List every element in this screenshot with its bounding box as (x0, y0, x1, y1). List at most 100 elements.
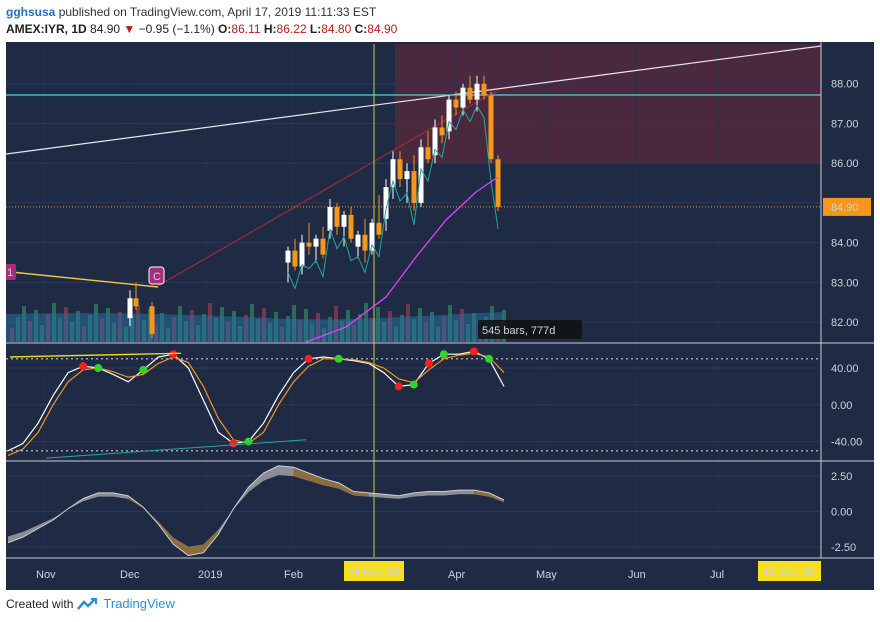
fast-moving-average (287, 104, 499, 290)
candle-body (320, 238, 326, 255)
candle-body (425, 147, 431, 160)
price-tag-label: 84.90 (831, 202, 859, 214)
candle-body (341, 214, 347, 227)
price-tick-label: 82.00 (831, 317, 859, 329)
candle-body (292, 250, 298, 267)
candle-body (495, 159, 501, 207)
low-value: 84.80 (321, 22, 352, 36)
candle-body (467, 87, 473, 100)
stoch-tick-label: -40.00 (831, 437, 862, 449)
stoch-trend-line[interactable] (9, 352, 182, 358)
footer: Created with TradingView (6, 596, 175, 611)
candle-body (390, 159, 396, 188)
projection-line[interactable] (155, 89, 499, 288)
crossover-dot (229, 439, 238, 448)
candle-body (348, 214, 354, 239)
candle-body (418, 147, 424, 203)
price-tick-label: 84.00 (831, 238, 859, 250)
time-tick-label: Dec (120, 569, 140, 581)
bars-range-box (478, 320, 582, 339)
candle-body (383, 187, 389, 219)
publish-info: gghsusa published on TradingView.com, Ap… (6, 5, 376, 19)
osc-tick-label: -2.50 (831, 542, 856, 554)
candle-body (404, 171, 410, 180)
crossover-dot (469, 347, 478, 356)
crossover-dot (169, 350, 178, 359)
created-with-text: Created with (6, 596, 74, 611)
osc-area (8, 465, 504, 556)
price-tag-box (823, 197, 871, 216)
time-tick-label: Jun (628, 569, 646, 581)
marker-1-label: 1 (7, 267, 13, 279)
marker-c-label: C (153, 271, 161, 283)
high-value: 86.22 (276, 22, 307, 36)
date-tag-box (344, 561, 404, 581)
candle-body (460, 87, 466, 108)
candle-body (453, 99, 459, 108)
bars-range-label: 545 bars, 777d (482, 325, 555, 337)
crossover-dot (484, 354, 493, 363)
candle-body (299, 242, 305, 267)
published-text: published on TradingView.com, April 17, … (58, 5, 377, 19)
marker-1-badge[interactable] (6, 264, 16, 280)
candle-body (149, 306, 155, 335)
tradingview-logo-icon[interactable] (77, 597, 99, 611)
candle-body (362, 234, 368, 251)
price-tick-label: 83.00 (831, 277, 859, 289)
highlight-zone (395, 44, 821, 164)
time-tick-label: Jul (710, 569, 724, 581)
crossover-dot (94, 364, 103, 372)
high-label: H: (263, 22, 277, 36)
candle-body (313, 238, 319, 247)
date-tag-left-label: 04 Mar '19 (348, 566, 400, 578)
symbol-legend: AMEX:IYR, 1D 84.90 ▼ −0.95 (−1.1%) O:86.… (6, 22, 397, 36)
candle-body (285, 250, 291, 263)
author-name[interactable]: gghsusa (6, 5, 56, 19)
candle-body (488, 95, 494, 160)
price-tick-label: 87.00 (831, 118, 859, 130)
candle-body (133, 298, 139, 307)
candle-body (376, 222, 382, 235)
close-label: C: (354, 22, 368, 36)
time-axis-area[interactable] (6, 557, 874, 590)
crossover-dot (334, 354, 343, 363)
time-tick-label: Feb (284, 569, 303, 581)
candle-body (411, 171, 417, 203)
crossover-dot (439, 350, 448, 359)
crossover-dot (409, 380, 418, 389)
chart-canvas[interactable]: 88.0087.0086.0085.0084.0083.0082.00NovDe… (6, 42, 874, 590)
candle-body (481, 83, 487, 96)
crossover-dot (139, 365, 148, 374)
crossover-dot (394, 382, 403, 391)
tradingview-brand[interactable]: TradingView (103, 596, 175, 611)
crossover-dot (424, 359, 433, 368)
date-tag-right-label: 16 Dec '19 (763, 566, 815, 578)
time-tick-label: Apr (448, 569, 465, 581)
stoch-trend-line[interactable] (45, 439, 307, 459)
candle-body (432, 127, 438, 156)
crossover-dot (79, 362, 88, 371)
stoch-d-line (7, 352, 505, 456)
candle-body (369, 222, 375, 251)
marker-c-badge[interactable] (148, 266, 165, 285)
price-change: −0.95 (−1.1%) (138, 22, 215, 36)
crossover-dot (304, 354, 313, 363)
candle-body (334, 206, 340, 227)
price-tick-label: 88.00 (831, 79, 859, 91)
open-value: 86.11 (231, 22, 261, 36)
osc-tick-label: 0.00 (831, 506, 852, 518)
stoch-tick-label: 0.00 (831, 400, 852, 412)
support-line[interactable] (10, 271, 159, 288)
low-label: L: (309, 22, 322, 36)
osc-area-falling (473, 490, 504, 503)
trend-line[interactable] (6, 45, 822, 155)
candle-body (355, 234, 361, 247)
open-label: O: (218, 22, 232, 36)
down-arrow-icon: ▼ (123, 22, 136, 36)
time-tick-label: May (536, 569, 557, 581)
slow-moving-average (305, 176, 499, 343)
candle-body (474, 83, 480, 100)
candle-body (446, 99, 452, 132)
candle-body (306, 242, 312, 247)
price-axis-area[interactable] (821, 42, 874, 590)
